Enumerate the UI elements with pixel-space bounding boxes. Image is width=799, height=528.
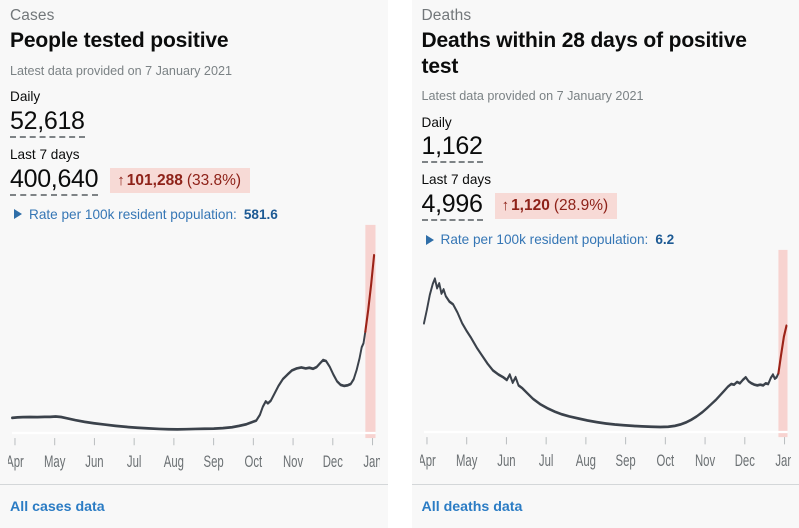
axis-tick-label: Jul [127, 452, 142, 471]
metric-card-deaths: Deaths Deaths within 28 days of positive… [411, 0, 799, 528]
daily-value: 1,162 [421, 132, 483, 164]
card-subnote: Latest data provided on 7 January 2021 [421, 89, 644, 104]
triangle-right-icon [14, 209, 22, 220]
cases-chart[interactable]: Apr May Jun Jul Aug Sep Oct Nov Dec Jan [0, 222, 388, 484]
daily-label: Daily [421, 114, 452, 130]
axis-tick-label: Jan [363, 452, 379, 471]
card-body: Cases People tested positive Latest data… [0, 0, 388, 222]
triangle-right-icon [425, 234, 434, 245]
deaths-chart-svg: Apr May Jun Jul Aug Sep Oct Nov Dec Jan [420, 250, 791, 472]
delta-number: 1,120 [511, 197, 550, 215]
delta-number: 101,288 [126, 171, 183, 189]
axis-tick-label: Sep [204, 452, 224, 471]
axis-tick-label: Oct [245, 452, 263, 471]
page-title: Deaths within 28 days of positive test [421, 28, 747, 78]
last7days-value: 400,640 [10, 165, 99, 196]
daily-value: 52,618 [10, 107, 85, 138]
axis-tick-label: Nov [694, 453, 715, 472]
daily-metric-row: 52,618 [10, 107, 378, 138]
delta-percent: (28.9%) [553, 197, 609, 215]
axis-tick-label: Nov [283, 452, 303, 471]
rate-label: Rate per 100k resident population: [29, 206, 237, 222]
arrow-up-icon: ↑ [117, 171, 125, 189]
axis-tick-label: Oct [656, 453, 674, 472]
rate-per-100k-link[interactable]: Rate per 100k resident population: 581.6 [14, 207, 378, 222]
rate-value: 581.6 [243, 206, 278, 222]
axis-tick-label: May [455, 453, 477, 472]
axis-tick-label: Jun [497, 453, 515, 472]
page-title: People tested positive [10, 28, 229, 52]
card-eyebrow: Cases [10, 7, 55, 24]
last7days-label: Last 7 days [10, 146, 80, 162]
axis-tick-label: Aug [164, 452, 184, 471]
axis-tick-label: Aug [575, 453, 595, 472]
all-cases-data-link[interactable]: All cases data [10, 499, 105, 515]
last7days-metric-row: 400,640 ↑ 101,288 (33.8%) [10, 165, 378, 196]
arrow-up-icon: ↑ [501, 197, 510, 215]
status-badge: ↑ 1,120 (28.9%) [494, 193, 618, 219]
last7days-value: 4,996 [421, 190, 483, 222]
axis-tick-label: Apr [420, 453, 436, 472]
axis-tick-label: Dec [734, 453, 754, 472]
card-eyebrow: Deaths [421, 7, 472, 24]
status-badge: ↑ 101,288 (33.8%) [110, 167, 251, 194]
deaths-chart[interactable]: Apr May Jun Jul Aug Sep Oct Nov Dec Jan [412, 247, 799, 484]
last7days-metric-row: 4,996 ↑ 1,120 (28.9%) [421, 190, 790, 222]
card-body: Deaths Deaths within 28 days of positive… [412, 0, 799, 247]
cases-chart-svg: Apr May Jun Jul Aug Sep Oct Nov Dec Jan [8, 224, 380, 471]
axis-tick-label: Sep [615, 453, 635, 472]
metric-card-cases: Cases People tested positive Latest data… [0, 0, 388, 528]
rate-per-100k-link[interactable]: Rate per 100k resident population: 6.2 [425, 232, 790, 248]
rate-label: Rate per 100k resident population: [440, 232, 649, 248]
axis-tick-label: May [44, 452, 66, 471]
all-deaths-data-link[interactable]: All deaths data [421, 499, 523, 515]
last7days-label: Last 7 days [421, 172, 492, 188]
card-footer: All cases data [0, 484, 388, 528]
daily-metric-row: 1,162 [421, 132, 790, 164]
axis-tick-label: Jun [85, 452, 103, 471]
axis-tick-label: Jul [538, 453, 553, 472]
rate-value: 6.2 [655, 232, 675, 248]
axis-tick-label: Apr [8, 452, 24, 471]
card-subnote: Latest data provided on 7 January 2021 [10, 63, 232, 78]
axis-tick-label: Jan [775, 453, 791, 472]
delta-percent: (33.8%) [186, 171, 242, 189]
card-footer: All deaths data [411, 484, 799, 528]
daily-label: Daily [10, 88, 41, 104]
axis-tick-label: Dec [323, 452, 343, 471]
